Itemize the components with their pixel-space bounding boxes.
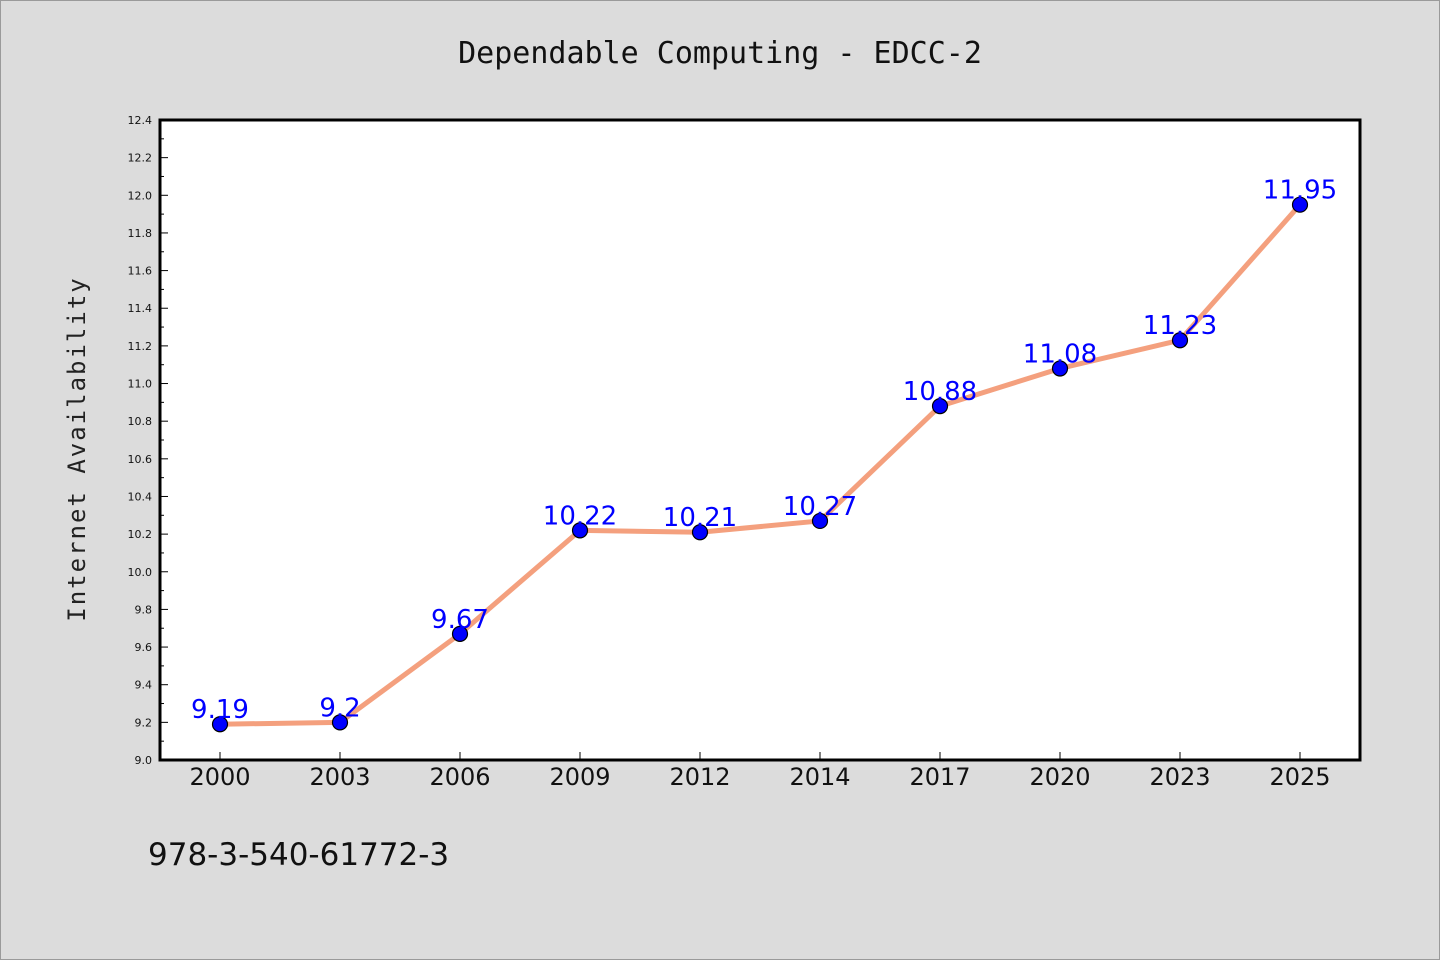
footnote-isbn: 978-3-540-61772-3	[148, 837, 449, 873]
plot-border	[158, 118, 1362, 762]
data-point	[1171, 332, 1189, 349]
data-value-label: 11.95	[1263, 176, 1337, 206]
data-value-label: 9.19	[191, 695, 249, 725]
x-tick-label: 2000	[189, 763, 250, 791]
y-tick-label: 11.6	[128, 265, 153, 278]
chart-title: Dependable Computing - EDCC-2	[458, 36, 982, 71]
data-point	[691, 524, 709, 541]
y-tick-label: 11.8	[128, 227, 153, 240]
data-point	[211, 716, 229, 733]
y-tick-label: 12.0	[128, 189, 153, 202]
data-point	[571, 522, 589, 539]
data-value-label: 9.2	[319, 693, 360, 723]
x-tick-label: 2023	[1149, 763, 1210, 791]
y-tick-label: 9.0	[135, 754, 153, 767]
data-markers	[211, 196, 1309, 733]
data-value-label: 11.23	[1143, 311, 1217, 341]
x-axis-ticks: 2000 2003 2006 2009 2012 2014 2017 2020 2023 2025	[189, 752, 1331, 791]
x-tick-label: 2006	[429, 763, 490, 791]
y-axis-label: Internet Availability	[63, 276, 91, 621]
y-tick-label: 9.6	[135, 641, 153, 654]
data-point	[1291, 196, 1309, 213]
y-tick-label: 9.8	[135, 603, 153, 616]
data-point	[1051, 360, 1069, 377]
y-tick-label: 10.0	[128, 566, 153, 579]
y-tick-label: 11.0	[128, 378, 153, 391]
data-point	[931, 398, 949, 415]
data-value-label: 9.67	[431, 605, 489, 635]
data-point	[451, 625, 469, 642]
y-tick-label: 9.4	[135, 679, 153, 692]
y-tick-label: 11.4	[128, 302, 153, 315]
data-labels: 9.19 9.2 9.67 10.22 10.21 10.27 10.88 11.08 11.2…	[191, 176, 1337, 726]
y-tick-label: 11.2	[128, 340, 153, 353]
x-tick-label: 2009	[549, 763, 610, 791]
data-value-label: 11.08	[1023, 339, 1097, 369]
x-tick-label: 2017	[909, 763, 970, 791]
x-tick-label: 2012	[669, 763, 730, 791]
data-point	[811, 512, 829, 530]
y-tick-label: 12.2	[128, 152, 153, 165]
y-tick-label: 9.2	[135, 716, 153, 729]
x-tick-label: 2020	[1029, 763, 1090, 791]
y-tick-label: 10.4	[128, 490, 153, 503]
series-line-group	[217, 202, 1303, 727]
data-value-label: 10.21	[663, 503, 737, 533]
x-tick-label: 2003	[309, 763, 370, 791]
series-line	[217, 202, 1303, 727]
y-tick-label: 10.2	[128, 528, 153, 541]
data-value-label: 10.22	[543, 501, 617, 531]
y-tick-label: 10.8	[128, 415, 153, 428]
plot-area	[160, 120, 1360, 760]
data-value-label: 10.88	[903, 377, 977, 407]
data-value-label: 10.27	[783, 492, 857, 522]
y-tick-label: 10.6	[128, 453, 153, 466]
data-point	[331, 714, 349, 731]
x-tick-label: 2025	[1269, 763, 1330, 791]
x-tick-label: 2014	[789, 763, 850, 791]
y-tick-label: 12.4	[128, 114, 153, 127]
